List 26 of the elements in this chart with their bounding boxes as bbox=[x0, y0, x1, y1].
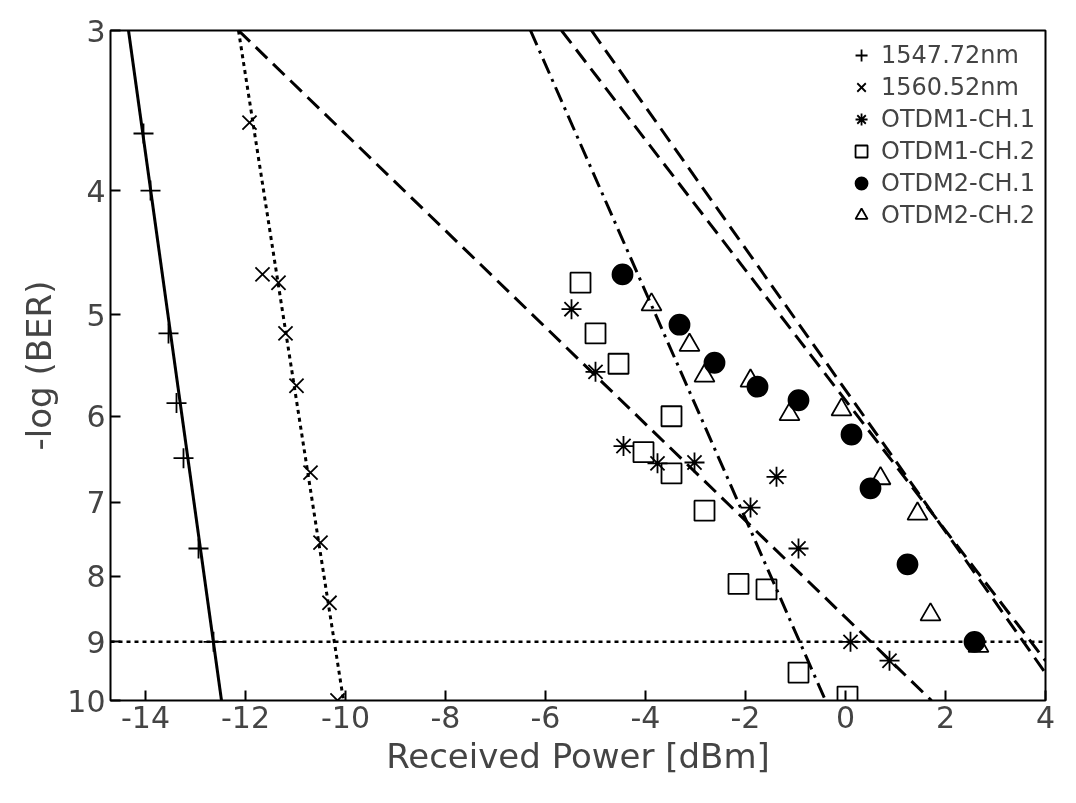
x-tick-label: -12 bbox=[221, 699, 270, 735]
legend-label: OTDM1-CH.2 bbox=[881, 137, 1035, 165]
legend-label: 1547.72nm bbox=[881, 41, 1019, 69]
x-tick-label: 0 bbox=[835, 699, 856, 735]
y-tick-label: 3 bbox=[86, 13, 106, 49]
y-tick-label: 8 bbox=[86, 559, 106, 595]
x-tick-label: 4 bbox=[1035, 699, 1056, 735]
x-tick-label: -2 bbox=[730, 699, 761, 735]
x-tick-label: -8 bbox=[430, 699, 461, 735]
y-tick-label: 9 bbox=[86, 624, 106, 660]
legend-label: 1560.52nm bbox=[881, 73, 1019, 101]
y-tick-label: 6 bbox=[86, 399, 106, 435]
x-tick-label: 2 bbox=[935, 699, 956, 735]
x-tick-label: -6 bbox=[530, 699, 561, 735]
y-tick-label: 5 bbox=[86, 297, 106, 333]
x-tick-label: -14 bbox=[121, 699, 170, 735]
x-tick-label: -10 bbox=[321, 699, 370, 735]
legend-label: OTDM2-CH.1 bbox=[881, 169, 1035, 197]
y-tick-label: 10 bbox=[67, 683, 106, 719]
y-tick-label: 7 bbox=[86, 485, 106, 521]
y-tick-label: 4 bbox=[86, 173, 106, 209]
legend-label: OTDM1-CH.1 bbox=[881, 105, 1035, 133]
x-axis-title: Received Power [dBm] bbox=[386, 735, 770, 776]
legend-label: OTDM2-CH.2 bbox=[881, 201, 1035, 229]
y-axis-title: -log (BER) bbox=[19, 280, 60, 451]
x-tick-label: -4 bbox=[630, 699, 661, 735]
